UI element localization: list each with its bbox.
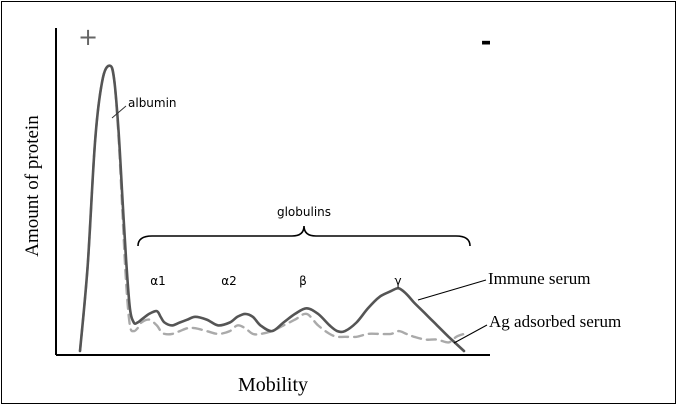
y-axis-label: Amount of protein <box>22 115 43 257</box>
ag-adsorbed-serum-leader-line <box>453 324 488 344</box>
globulins-label: globulins <box>277 205 331 219</box>
immune-serum-curve <box>78 64 466 353</box>
fraction-label-beta: β <box>299 274 307 288</box>
positive-pole-label: + <box>78 23 98 51</box>
x-axis-label: Mobility <box>238 374 308 396</box>
fraction-label-alpha2: α2 <box>221 274 237 288</box>
fraction-label-gamma: γ <box>394 274 401 288</box>
albumin-leader-line <box>111 105 127 119</box>
albumin-label: albumin <box>128 96 177 110</box>
axes <box>55 28 490 356</box>
immune-serum-label: Immune serum <box>488 269 590 288</box>
immune-serum-leader-line <box>417 279 487 301</box>
ag-adsorbed-serum-curve <box>78 64 466 353</box>
ag-adsorbed-serum-label: Ag adsorbed serum <box>489 312 621 331</box>
series-layer <box>78 64 466 353</box>
negative-pole-label: - <box>481 27 492 57</box>
fraction-label-alpha1: α1 <box>150 274 166 288</box>
globulins-brace <box>137 225 471 247</box>
